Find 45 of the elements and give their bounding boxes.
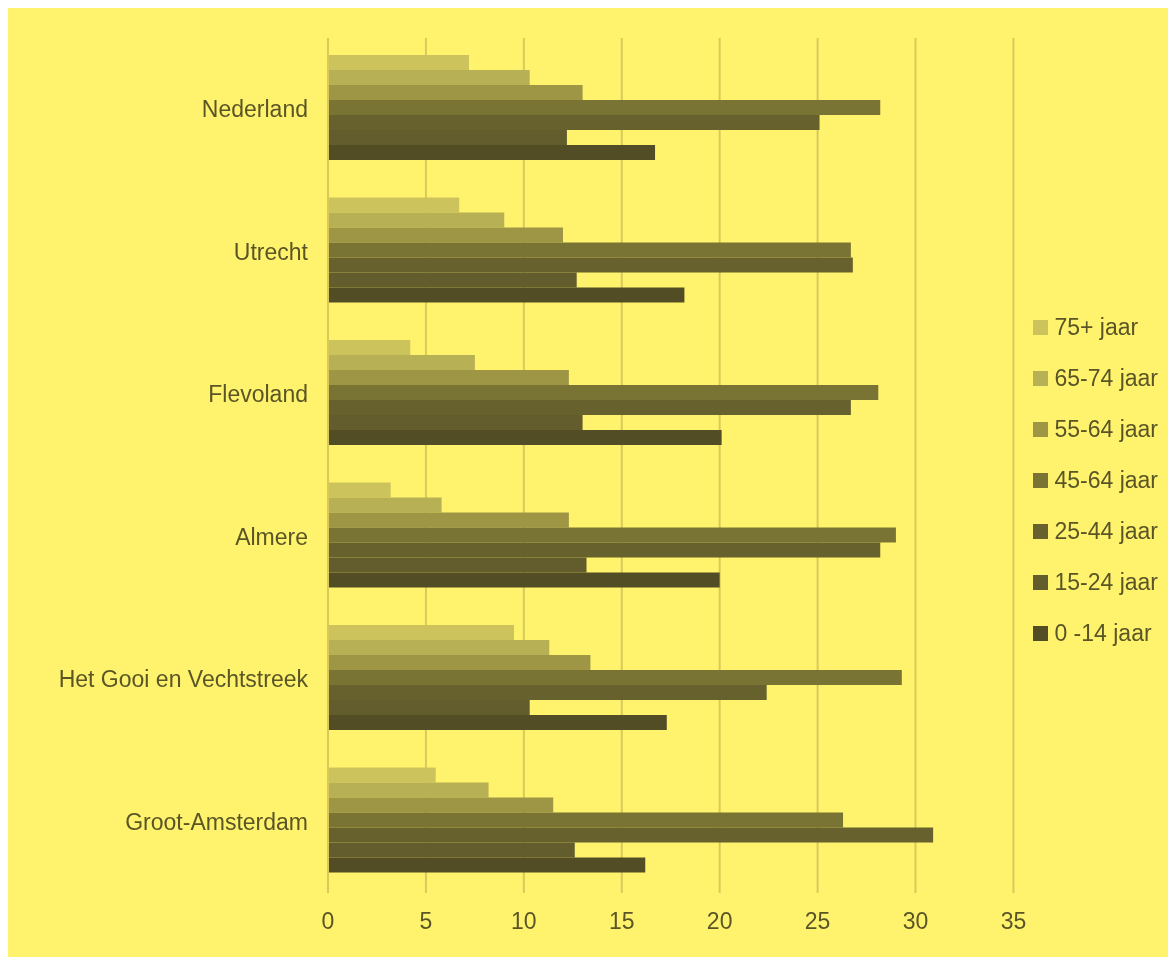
x-tick-label: 30: [902, 908, 929, 935]
bar: [328, 355, 475, 371]
bar: [328, 715, 667, 731]
legend-label: 45-64 jaar: [1054, 467, 1158, 494]
bar: [328, 812, 844, 828]
y-tick-label: Flevoland: [208, 381, 308, 408]
y-tick-label: Almere: [235, 523, 308, 550]
bar: [328, 640, 550, 656]
x-tick-label: 25: [804, 908, 831, 935]
legend-label: 55-64 jaar: [1054, 416, 1158, 443]
legend-label: 65-74 jaar: [1054, 365, 1158, 392]
bar: [328, 527, 896, 543]
bar: [328, 145, 656, 161]
bar: [328, 385, 879, 401]
legend-label: 15-24 jaar: [1054, 569, 1158, 596]
bar: [328, 857, 646, 873]
bar: [328, 212, 505, 228]
bar: [328, 572, 720, 588]
legend-label: 75+ jaar: [1054, 314, 1139, 341]
bar: [328, 370, 569, 386]
bar: [328, 242, 851, 258]
x-tick-label: 0: [321, 908, 335, 935]
bar: [328, 70, 530, 86]
bar: [328, 670, 902, 686]
y-tick-label: Het Gooi en Vechtstreek: [58, 666, 309, 693]
x-tick-label: 35: [1000, 908, 1027, 935]
legend-label: 0 -14 jaar: [1054, 620, 1152, 647]
bar: [328, 512, 569, 528]
x-tick-label: 20: [706, 908, 733, 935]
bar: [328, 497, 442, 513]
x-tick-label: 15: [608, 908, 635, 935]
legend-label: 25-44 jaar: [1054, 518, 1158, 545]
x-tick-label: 10: [511, 908, 537, 935]
y-tick-label: Nederland: [201, 96, 308, 123]
bar: [328, 430, 722, 446]
x-tick-label: 5: [419, 908, 433, 935]
bar: [328, 85, 583, 101]
bar: [328, 655, 591, 671]
y-tick-label: Groot-Amsterdam: [125, 808, 308, 835]
y-tick-label: Utrecht: [233, 238, 309, 265]
bar: [328, 100, 881, 116]
bar: [328, 797, 554, 813]
bar: [328, 227, 563, 243]
bar: [328, 287, 685, 303]
bar: [328, 782, 489, 798]
